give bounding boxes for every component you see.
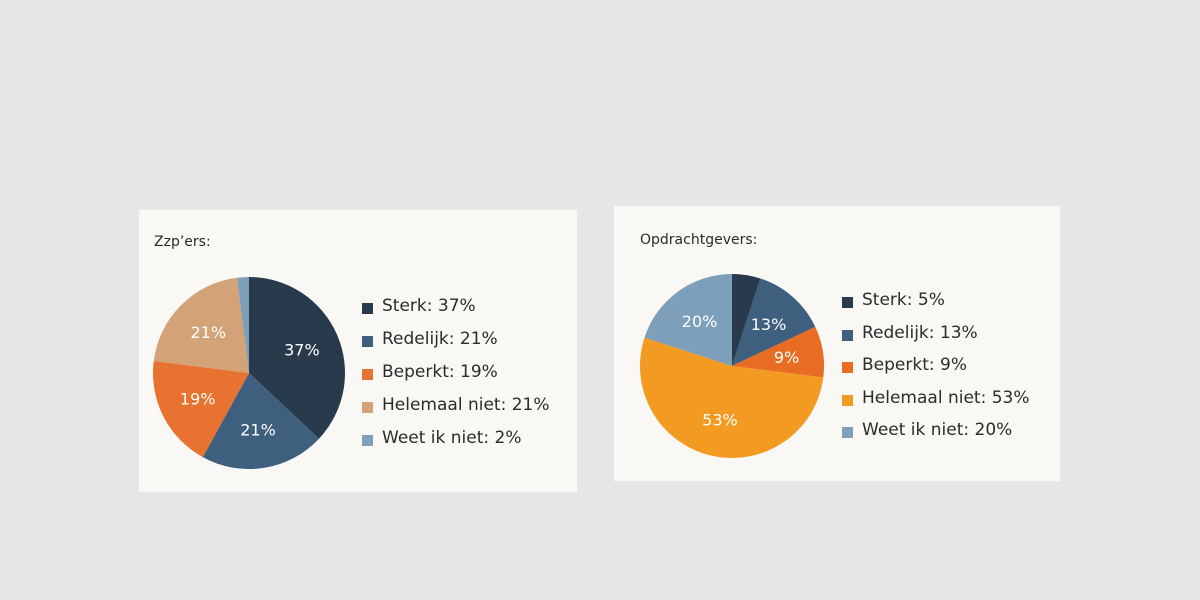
legend-label: Redelijk: 21%	[382, 329, 498, 349]
pie-slice-weet-ik-niet	[644, 274, 732, 366]
slice-label-weet-ik-niet: 20%	[682, 312, 718, 331]
legend-swatch	[842, 329, 853, 341]
legend-label: Helemaal niet: 21%	[382, 395, 550, 415]
pie-slice-redelijk	[202, 373, 319, 469]
legend-label: Weet ik niet: 20%	[862, 420, 1013, 440]
legend-swatch	[842, 427, 853, 438]
legend-label: Sterk: 5%	[862, 290, 945, 310]
legend-swatch	[842, 394, 853, 406]
pie-slice-beperkt	[153, 360, 249, 458]
slice-label-beperkt: 19%	[180, 390, 216, 409]
pie-chart-opdrachtgevers: 13% 9% 53% 20%	[640, 274, 824, 458]
chart-title: Opdrachtgevers:	[640, 232, 758, 248]
pie-slice-sterk	[249, 277, 345, 439]
pie-slice-redelijk	[732, 278, 816, 366]
legend-swatch	[362, 435, 373, 446]
legend-swatch	[362, 402, 373, 413]
legend-label: Sterk: 37%	[382, 296, 476, 316]
chart-card-opdrachtgevers: Opdrachtgevers: 13% 9% 53% 20% Sterk: 5% Re…	[614, 206, 1060, 481]
pie-slice-beperkt	[732, 326, 824, 378]
slice-label-redelijk: 13%	[751, 315, 787, 334]
slice-label-helemaal-niet: 53%	[702, 410, 738, 429]
legend-label: Weet ik niet: 2%	[382, 428, 522, 448]
slice-label-beperkt: 9%	[774, 348, 799, 367]
pie-slice-sterk	[732, 274, 761, 366]
legend-swatch	[362, 303, 373, 314]
slice-label-helemaal-niet: 21%	[190, 323, 226, 342]
legend-label: Beperkt: 19%	[382, 362, 498, 382]
legend-swatch	[842, 297, 853, 308]
legend-label: Beperkt: 9%	[862, 355, 967, 375]
chart-card-zzpers: Zzp’ers: 37% 21% 19% 21% Sterk: 37% Redelij…	[139, 210, 577, 492]
legend-swatch	[362, 336, 373, 347]
chart-title: Zzp’ers:	[154, 234, 211, 250]
pie-chart-zzpers: 37% 21% 19% 21%	[153, 277, 345, 469]
pie-slice-helemaal-niet	[640, 337, 824, 458]
legend-label: Helemaal niet: 53%	[862, 387, 1030, 408]
legend-label: Redelijk: 13%	[862, 322, 978, 343]
pie-slice-helemaal-niet	[153, 277, 249, 373]
slice-label-sterk: 37%	[284, 341, 320, 360]
legend-swatch	[362, 369, 373, 380]
legend-swatch	[842, 362, 853, 373]
pie-slice-weet-ik-niet	[236, 277, 249, 373]
slice-label-redelijk: 21%	[240, 420, 276, 439]
